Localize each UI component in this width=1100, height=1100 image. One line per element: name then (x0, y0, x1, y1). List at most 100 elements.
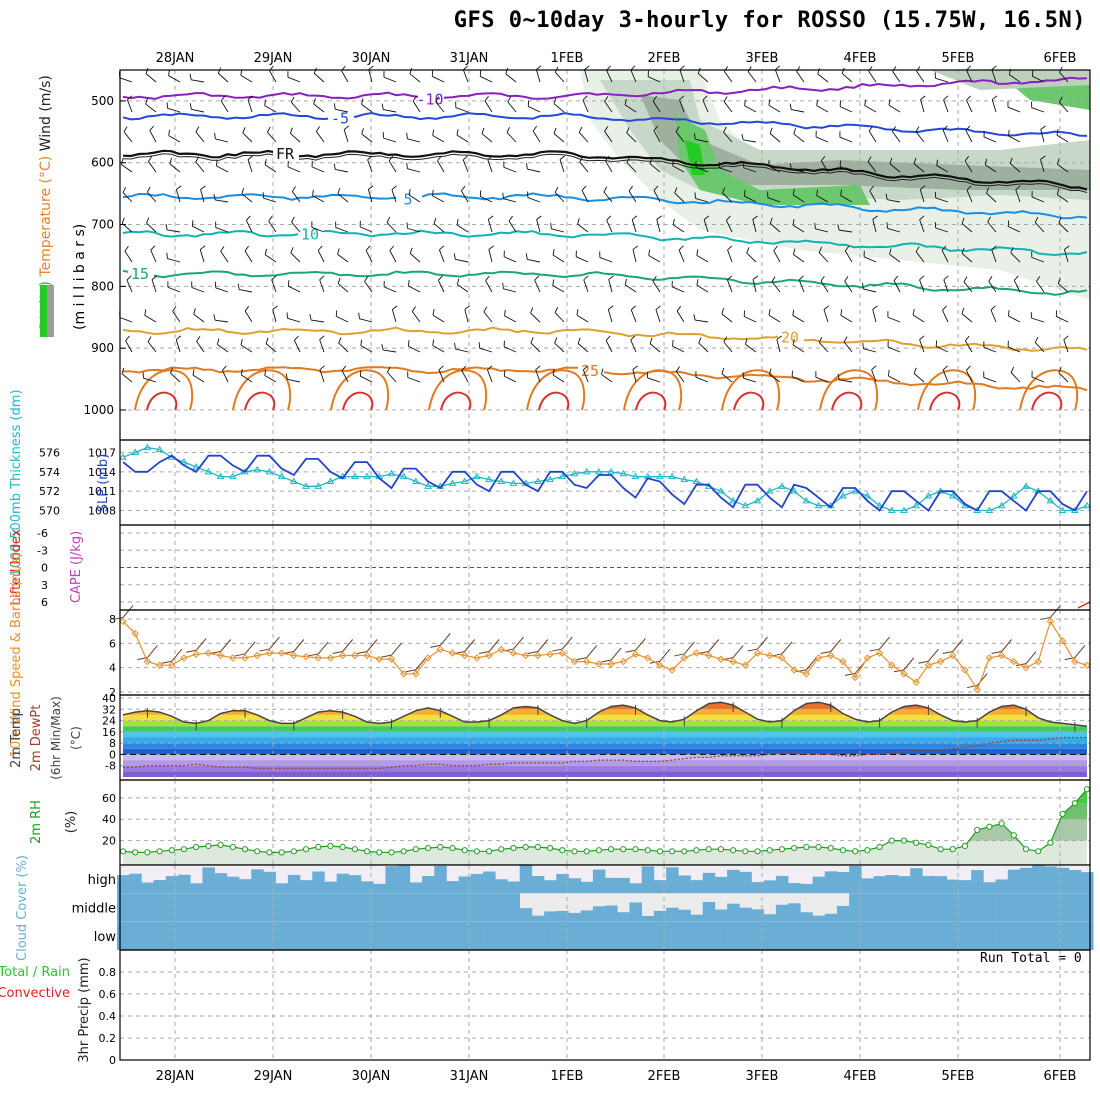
cloud-bar (946, 879, 960, 894)
cloud-bar (1044, 866, 1057, 894)
cloud-bar (592, 921, 606, 950)
wind-barb (213, 314, 216, 321)
rh2m-point (888, 837, 895, 844)
rh2m-point (608, 846, 615, 853)
wind-barb (360, 345, 373, 353)
wind-barb (604, 96, 609, 102)
wind-barb (168, 129, 170, 136)
wind-barb (172, 306, 177, 312)
thickness-point (900, 506, 908, 514)
rh2m-point (1010, 832, 1017, 839)
wind-barb (167, 258, 181, 263)
cloud-bar (1032, 893, 1045, 922)
temp-line (122, 701, 1088, 727)
wind-barb-10m (439, 633, 451, 646)
wind-speed-point (631, 650, 640, 658)
cloud-bar (678, 909, 691, 922)
wind-barb-10m (698, 651, 709, 654)
wind-barb (406, 132, 408, 139)
wind-barb (145, 73, 157, 83)
wind-barb (888, 369, 890, 377)
wind-ylabel-group: 10m Wind Speed & Barbs (m/s) (9, 553, 24, 758)
wind-barb (872, 309, 877, 323)
wind-barb (191, 287, 205, 293)
wind-barb (839, 166, 853, 173)
wind-barb (263, 197, 277, 203)
wind-barb (200, 189, 205, 203)
wind-barb-10m (625, 649, 636, 653)
wind-barb (508, 220, 517, 233)
rh2m-point (754, 848, 761, 855)
cloud-bar (800, 883, 813, 894)
wind-barb (752, 219, 757, 233)
wind-barb (527, 197, 541, 203)
cloud-bar (922, 921, 935, 950)
cloud-bar (763, 914, 777, 922)
wind-barb (703, 219, 709, 233)
wind-barb-10m (903, 657, 915, 671)
cloud-bar (910, 921, 923, 950)
wind-barb (146, 217, 150, 224)
thickness-point (192, 463, 201, 470)
cloud-bar (287, 921, 301, 950)
rh2m-point (644, 847, 651, 854)
wind-barb (672, 224, 685, 233)
wind-barb (461, 365, 467, 371)
thickness-point (680, 475, 689, 483)
wind-barb (652, 280, 661, 293)
wind-barb (237, 283, 240, 290)
wind-speed-point (363, 651, 371, 660)
wind-barb (550, 222, 552, 229)
cloud-bar (1081, 872, 1094, 894)
wind-barb (769, 223, 781, 233)
wind-barb (837, 373, 840, 380)
wind-barb-10m (732, 645, 744, 658)
wind-barb (990, 305, 996, 311)
wind-barb (503, 370, 506, 377)
thickness-point (692, 477, 701, 484)
cloud-bar (885, 875, 899, 894)
wind-barb (169, 158, 173, 165)
wind-barb (839, 379, 853, 383)
slp-tick-label: 1014 (88, 466, 116, 479)
cloud-bar (287, 874, 301, 894)
wind-barb (697, 73, 709, 83)
cloud-bar (763, 880, 777, 894)
wind-speed-point (180, 654, 188, 662)
wind-barb (1057, 194, 1069, 203)
wind-barb (192, 225, 205, 233)
wind-barb (1034, 342, 1045, 353)
wind-barb (532, 130, 541, 143)
wind-barb (889, 248, 892, 255)
wind-barb (319, 369, 325, 383)
thickness-tick-label: 574 (39, 466, 60, 479)
wind-speed-point (936, 657, 945, 666)
wind-barb (966, 365, 971, 371)
cloud-bar (422, 893, 435, 922)
wind-barb (121, 164, 133, 173)
cloud-bar (1007, 921, 1021, 950)
wind-barb (991, 65, 997, 71)
lifted-ylabel-group: Lifted Index (9, 528, 24, 605)
cloud-bar (751, 909, 765, 922)
wind-barb (406, 222, 408, 229)
wind-barb (525, 253, 528, 260)
wind-barb (844, 281, 853, 293)
wind-barb (576, 314, 589, 323)
cloud-bar (1068, 921, 1082, 950)
wind-barb-10m (537, 639, 549, 652)
wind-barb (438, 249, 445, 263)
wind-barb (175, 339, 181, 353)
wind-barb (1058, 96, 1063, 103)
wind-barb (552, 249, 555, 256)
temp-ylabel-4-group: (°C) (69, 726, 83, 750)
temp-tick-label: -8 (105, 760, 116, 773)
wind-barb (913, 373, 925, 383)
date-tick-label-top: 2FEB (648, 51, 681, 66)
cloud-bar (922, 893, 935, 922)
wind-barb (606, 70, 613, 83)
thickness-point (1022, 482, 1030, 489)
wind-barb-10m (332, 651, 343, 654)
wind-barb (503, 198, 517, 203)
cloud-bar (995, 879, 1009, 894)
